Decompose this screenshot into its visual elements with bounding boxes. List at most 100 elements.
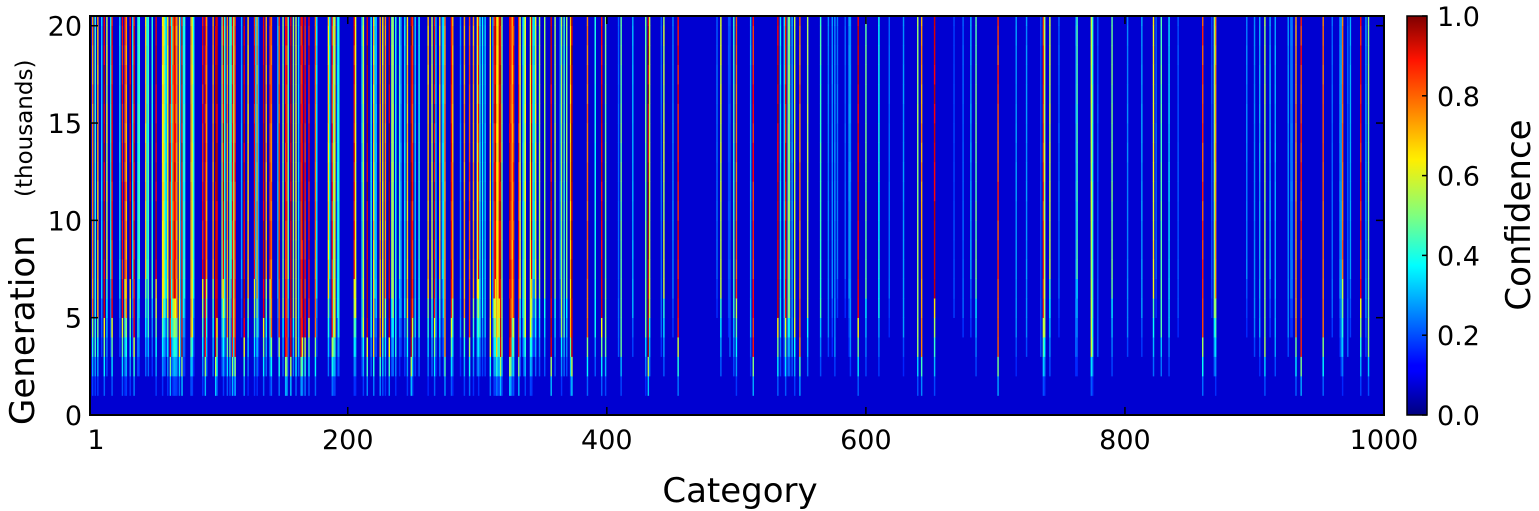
heatmap-cell <box>819 16 822 27</box>
heatmap-cell <box>970 161 972 182</box>
heatmap-cell <box>178 123 181 143</box>
heatmap-cell <box>902 337 905 357</box>
heatmap-cell <box>256 161 258 182</box>
heatmap-cell <box>1253 123 1256 143</box>
heatmap-cell <box>216 278 218 299</box>
heatmap-cell <box>205 45 208 65</box>
heatmap-cell <box>663 181 665 202</box>
heatmap-cell <box>277 123 279 143</box>
heatmap-cell <box>538 16 541 27</box>
heatmap-cell <box>1097 64 1099 85</box>
heatmap-cell <box>316 239 318 260</box>
heatmap-cell <box>137 337 139 357</box>
heatmap-cell <box>917 259 919 280</box>
heatmap-cell <box>137 142 139 163</box>
heatmap-cell <box>202 337 204 357</box>
heatmap-cell <box>1058 200 1060 221</box>
heatmap-cell <box>902 200 905 221</box>
heatmap-cell <box>834 25 836 46</box>
heatmap-cell <box>1042 84 1045 104</box>
heatmap-cell <box>255 64 257 85</box>
heatmap-cell <box>749 337 752 357</box>
heatmap-cell <box>604 25 607 46</box>
heatmap-cell <box>180 45 182 65</box>
heatmap-cell <box>560 259 563 280</box>
heatmap-cell <box>327 337 330 357</box>
heatmap-cell <box>231 142 234 163</box>
heatmap-cell <box>459 239 462 260</box>
heatmap-cell <box>791 64 793 85</box>
heatmap-cell <box>569 278 572 299</box>
heatmap-cell <box>334 200 336 221</box>
heatmap-cell <box>404 16 406 27</box>
heatmap-cell <box>970 16 972 27</box>
heatmap-cell <box>779 123 782 143</box>
heatmap-cell <box>806 123 809 143</box>
heatmap-cell <box>878 142 880 163</box>
heatmap-cell <box>362 25 365 46</box>
heatmap-cell <box>221 142 223 163</box>
heatmap-cell <box>498 298 501 318</box>
heatmap-cell <box>308 142 310 163</box>
heatmap-cell <box>169 123 172 143</box>
heatmap-cell <box>496 259 498 280</box>
heatmap-cell <box>566 337 568 357</box>
heatmap-cell <box>660 278 663 299</box>
heatmap-cell <box>270 298 273 318</box>
heatmap-cell <box>395 45 397 65</box>
heatmap-cell <box>332 376 335 396</box>
heatmap-cell <box>1126 337 1129 357</box>
heatmap-cell <box>110 200 112 221</box>
heatmap-cell <box>648 84 651 104</box>
heatmap-cell <box>1295 220 1297 241</box>
heatmap-cell <box>494 64 497 85</box>
heatmap-cell <box>511 84 514 104</box>
heatmap-cell <box>888 239 890 260</box>
heatmap-cell <box>501 64 503 85</box>
heatmap-cell <box>494 298 497 318</box>
heatmap-cell <box>230 181 232 202</box>
heatmap-cell <box>215 16 217 27</box>
heatmap-cell <box>501 181 503 202</box>
heatmap-cell <box>191 298 194 318</box>
heatmap-cell <box>178 376 181 396</box>
heatmap-cell <box>243 298 245 318</box>
heatmap-cell <box>404 337 406 357</box>
heatmap-cell <box>494 259 497 280</box>
heatmap-cell <box>406 45 409 65</box>
heatmap-cell <box>164 278 166 299</box>
heatmap-cell <box>716 200 718 221</box>
heatmap-cell <box>1097 45 1099 65</box>
heatmap-cell <box>270 239 273 260</box>
heatmap-cell <box>226 142 229 163</box>
heatmap-cell <box>1043 64 1046 85</box>
heatmap-cell <box>481 16 484 27</box>
heatmap-cell <box>265 64 267 85</box>
heatmap-cell <box>1025 220 1028 241</box>
heatmap-cell <box>1090 84 1093 104</box>
heatmap-cell <box>173 123 175 143</box>
heatmap-cell <box>865 142 867 163</box>
heatmap-cell <box>752 220 754 241</box>
heatmap-cell <box>444 317 446 338</box>
heatmap-cell <box>257 84 260 104</box>
heatmap-cell <box>1015 25 1017 46</box>
heatmap-cell <box>191 45 194 65</box>
heatmap-cell <box>844 278 846 299</box>
heatmap-cell <box>180 200 182 221</box>
heatmap-cell <box>129 220 131 241</box>
heatmap-cell <box>452 220 454 241</box>
heatmap-cell <box>1202 161 1204 182</box>
heatmap-cell <box>147 142 150 163</box>
heatmap-cell <box>997 337 999 357</box>
heatmap-cell <box>498 16 501 27</box>
heatmap-cell <box>192 220 195 241</box>
heatmap-cell <box>103 259 106 280</box>
heatmap-cell <box>431 239 433 260</box>
heatmap-cell <box>224 103 226 124</box>
heatmap-cell <box>1168 64 1170 85</box>
heatmap-cell <box>509 239 511 260</box>
heatmap-cell <box>375 161 378 182</box>
heatmap-cell <box>888 161 890 182</box>
heatmap-cell <box>204 317 207 338</box>
